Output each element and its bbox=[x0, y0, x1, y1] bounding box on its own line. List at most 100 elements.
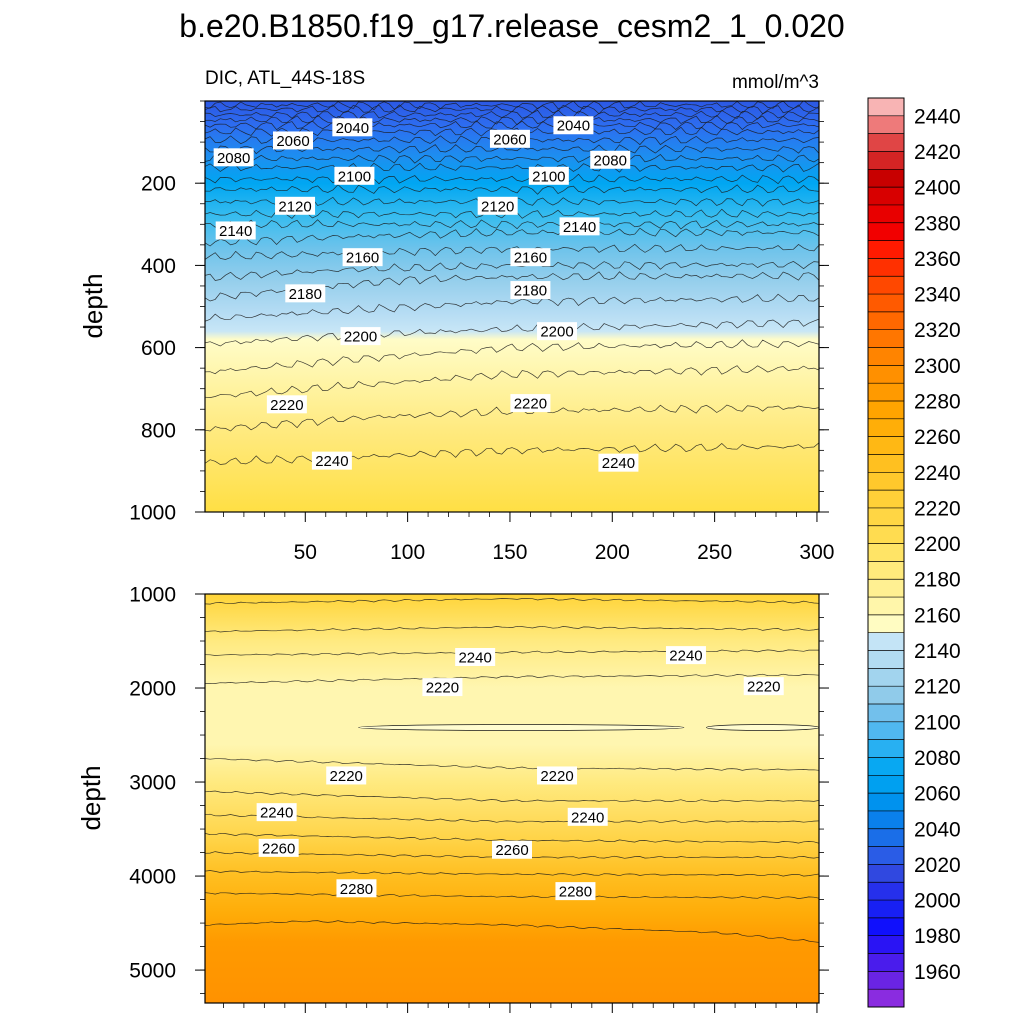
contour-label: 2040 bbox=[332, 118, 373, 137]
contour-label-box bbox=[275, 196, 316, 215]
y-tick-label: 1000 bbox=[129, 502, 176, 525]
colorbar-swatch bbox=[868, 775, 904, 794]
colorbar-label: 2260 bbox=[914, 426, 961, 449]
contour-label-text: 2080 bbox=[217, 150, 250, 167]
contour-label-box bbox=[598, 453, 639, 472]
colorbar-swatch bbox=[868, 721, 904, 740]
colorbar-swatch bbox=[868, 953, 904, 972]
contour-line-2270 bbox=[205, 870, 819, 877]
contour-label-box bbox=[477, 196, 518, 215]
contour-label-text: 2120 bbox=[278, 198, 311, 215]
contour-label: 2240 bbox=[567, 807, 608, 826]
contour-label-box bbox=[326, 766, 367, 785]
colorbar-label: 2360 bbox=[914, 248, 961, 271]
contour-label-box bbox=[537, 766, 578, 785]
contour-label-text: 2040 bbox=[557, 118, 590, 135]
contour-label: 2220 bbox=[326, 766, 367, 785]
contour-label-box bbox=[256, 803, 297, 822]
colorbar-swatch bbox=[868, 614, 904, 634]
contour-label-text: 2220 bbox=[747, 679, 780, 696]
colorbar-swatch bbox=[868, 971, 904, 990]
colorbar-swatch bbox=[868, 597, 904, 616]
colorbar-swatch bbox=[868, 989, 904, 1008]
colorbar-label: 2220 bbox=[914, 497, 961, 520]
contour-line-2240 bbox=[205, 442, 819, 465]
lower-axis-ticks: 1000 2000 3000 4000 5000 bbox=[129, 584, 829, 1013]
contour-label: 2060 bbox=[489, 129, 530, 148]
contour-line-2250 bbox=[205, 832, 819, 844]
contour-line-2260 bbox=[205, 598, 819, 605]
colorbar-label: 2020 bbox=[914, 854, 961, 877]
colorbar-swatch bbox=[868, 864, 904, 883]
colorbar-swatch bbox=[868, 632, 904, 651]
colorbar-swatch bbox=[868, 258, 904, 277]
colorbar-swatch bbox=[868, 900, 904, 919]
x-tick-label: 100 bbox=[390, 541, 425, 564]
y-tick-label: 5000 bbox=[129, 960, 176, 983]
contour-label-box bbox=[489, 129, 530, 148]
contour-label-box bbox=[537, 322, 578, 341]
contour-label-text: 2140 bbox=[563, 219, 596, 236]
colorbar-label: 2420 bbox=[914, 141, 961, 164]
contour-line-2140 bbox=[205, 219, 819, 230]
contour-label-box bbox=[285, 284, 326, 303]
contour-label: 2120 bbox=[275, 196, 316, 215]
colorbar-swatch bbox=[868, 704, 904, 723]
colorbar-swatch bbox=[868, 98, 904, 117]
contour-line-2020 bbox=[205, 109, 819, 120]
contour-label: 2140 bbox=[215, 221, 256, 240]
colorbar-swatch bbox=[868, 739, 904, 758]
contour-line-2280 bbox=[205, 892, 819, 900]
contour-label-box bbox=[340, 327, 381, 346]
contour-label: 2160 bbox=[510, 248, 551, 267]
colorbar-label: 2060 bbox=[914, 783, 961, 806]
contour-label-text: 2160 bbox=[514, 250, 547, 267]
y-tick-label: 1000 bbox=[129, 584, 176, 607]
contour-label-text: 2280 bbox=[559, 884, 592, 901]
colorbar-label: 2140 bbox=[914, 640, 961, 663]
contour-label: 2220 bbox=[266, 395, 307, 414]
contour-label-text: 2240 bbox=[602, 455, 635, 472]
contour-label-text: 2260 bbox=[495, 842, 528, 859]
contour-line-2290 bbox=[205, 920, 819, 943]
colorbar-label: 2280 bbox=[914, 391, 961, 414]
contour-label-text: 2100 bbox=[532, 168, 565, 185]
colorbar-label: 2400 bbox=[914, 177, 961, 200]
colorbar-swatch bbox=[868, 810, 904, 830]
y-tick-label: 600 bbox=[141, 337, 176, 360]
contour-label: 2180 bbox=[285, 284, 326, 303]
colorbar-swatch bbox=[868, 935, 904, 954]
contour-label-box bbox=[336, 879, 377, 898]
contour-label-box bbox=[553, 116, 594, 135]
contour-label-text: 2240 bbox=[571, 809, 604, 826]
contour-label-text: 2220 bbox=[540, 768, 573, 785]
contour-label: 2100 bbox=[528, 166, 569, 185]
colorbar-swatch bbox=[868, 222, 904, 241]
contour-line-2250 bbox=[205, 625, 819, 633]
colorbar-label: 2300 bbox=[914, 355, 961, 378]
colorbar-swatch bbox=[868, 793, 904, 812]
colorbar-label: 2320 bbox=[914, 319, 961, 342]
contour-label-box bbox=[510, 281, 551, 300]
contour-label: 2240 bbox=[256, 803, 297, 822]
contour-label-box bbox=[311, 451, 352, 470]
contour-line-2240 bbox=[205, 813, 819, 824]
closed-contour-2210 bbox=[358, 724, 685, 731]
colorbar-swatch bbox=[868, 151, 904, 170]
contour-label-text: 2200 bbox=[344, 329, 377, 346]
colorbar-swatch bbox=[868, 650, 904, 669]
colorbar-swatch bbox=[868, 472, 904, 491]
colorbar-swatch bbox=[868, 418, 904, 437]
contour-label-text: 2220 bbox=[270, 397, 303, 414]
contour-label: 2040 bbox=[553, 116, 594, 135]
colorbar-swatch bbox=[868, 240, 904, 259]
contour-line-2230 bbox=[205, 673, 819, 684]
colorbar-swatch bbox=[868, 882, 904, 901]
y-tick-label: 400 bbox=[141, 255, 176, 278]
contour-label-text: 2220 bbox=[514, 396, 547, 413]
upper-contour-labels: 2040 2040 2060 2060 2080 2080 2100 2100 2120 2120… bbox=[213, 116, 639, 472]
colorbar-swatch bbox=[868, 276, 904, 295]
contour-label: 2240 bbox=[598, 453, 639, 472]
colorbar-swatch bbox=[868, 561, 904, 580]
contour-label-box bbox=[510, 248, 551, 267]
